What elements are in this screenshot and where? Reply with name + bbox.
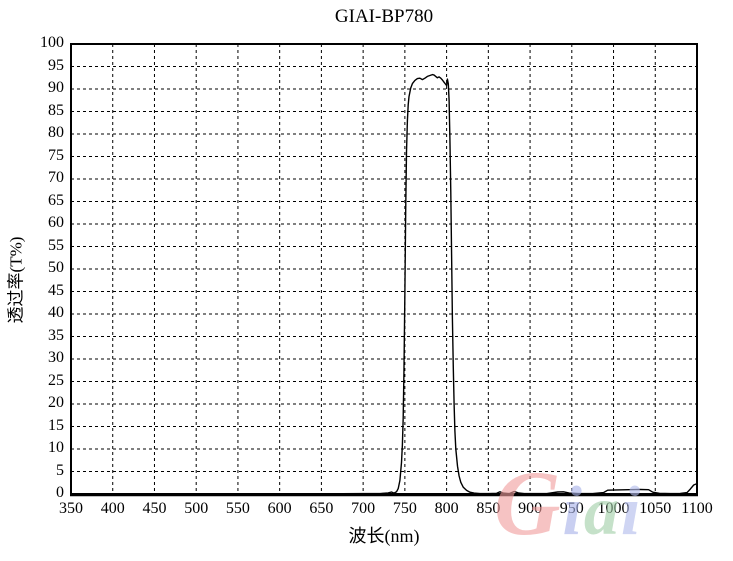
transmittance-curve-path	[71, 73, 698, 495]
x-tick-label: 1100	[681, 500, 713, 517]
x-tick-label: 850	[476, 500, 501, 517]
x-tick-label: 1000	[597, 500, 630, 517]
chart-title: GIAI-BP780	[334, 6, 434, 27]
y-tick-label: 65	[48, 191, 64, 209]
y-tick-label: 10	[48, 439, 64, 456]
y-tick-label: 25	[48, 371, 64, 389]
y-tick-label: 70	[48, 169, 64, 186]
y-tick-label: 50	[48, 259, 64, 276]
y-tick-label: 60	[48, 214, 64, 231]
y-tick-label: 85	[48, 101, 64, 119]
y-tick-label: 95	[48, 56, 64, 74]
x-tick-label: 700	[351, 500, 376, 517]
x-tick-label: 750	[392, 500, 417, 517]
x-tick-label: 400	[100, 500, 125, 517]
y-axis-label: 透过率(T%)	[6, 236, 26, 324]
x-tick-label: 650	[309, 500, 334, 517]
gridlines	[71, 44, 697, 494]
plot-border	[70, 43, 698, 497]
x-tick-label: 350	[59, 500, 83, 517]
y-tick-label: 40	[48, 304, 64, 321]
x-axis-label: 波长(nm)	[348, 526, 420, 546]
x-tick-label: 550	[225, 500, 250, 517]
y-tick-label: 5	[56, 461, 64, 479]
y-tick-label: 30	[48, 349, 64, 366]
x-tick-label: 450	[142, 500, 167, 517]
y-tick-label: 20	[48, 394, 64, 411]
y-tick-label: 0	[56, 484, 64, 501]
y-tick-label: 90	[48, 79, 64, 96]
y-tick-label: 80	[48, 124, 64, 141]
x-tick-label: 500	[184, 500, 209, 517]
y-tick-label: 55	[48, 236, 64, 254]
x-tick-label: 900	[518, 500, 543, 517]
transmittance-curve	[71, 73, 698, 495]
x-tick-label: 950	[559, 500, 584, 517]
y-tick-label: 35	[48, 326, 64, 344]
y-tick-label: 75	[48, 146, 64, 164]
y-tick-label: 45	[48, 281, 64, 299]
x-tick-label: 800	[434, 500, 459, 517]
x-tick-label: 600	[267, 500, 292, 517]
y-tick-label: 15	[48, 416, 64, 434]
y-tick-label: 100	[40, 34, 64, 51]
x-tick-label: 1050	[639, 500, 672, 517]
